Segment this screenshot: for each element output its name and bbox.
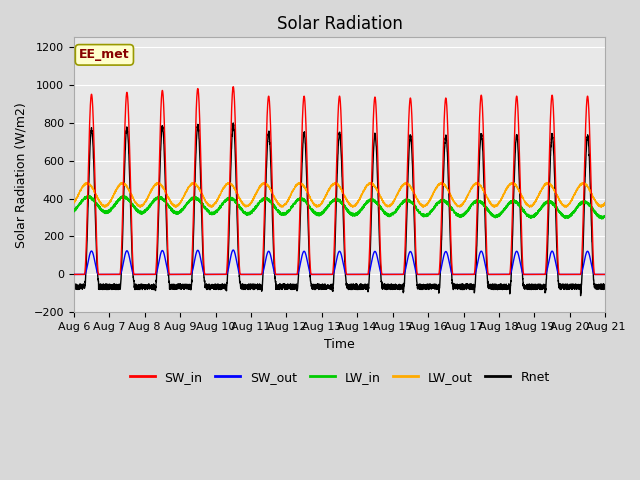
Title: Solar Radiation: Solar Radiation [276,15,403,33]
Y-axis label: Solar Radiation (W/m2): Solar Radiation (W/m2) [15,102,28,248]
Legend: SW_in, SW_out, LW_in, LW_out, Rnet: SW_in, SW_out, LW_in, LW_out, Rnet [125,366,554,389]
X-axis label: Time: Time [324,337,355,351]
Text: EE_met: EE_met [79,48,130,61]
